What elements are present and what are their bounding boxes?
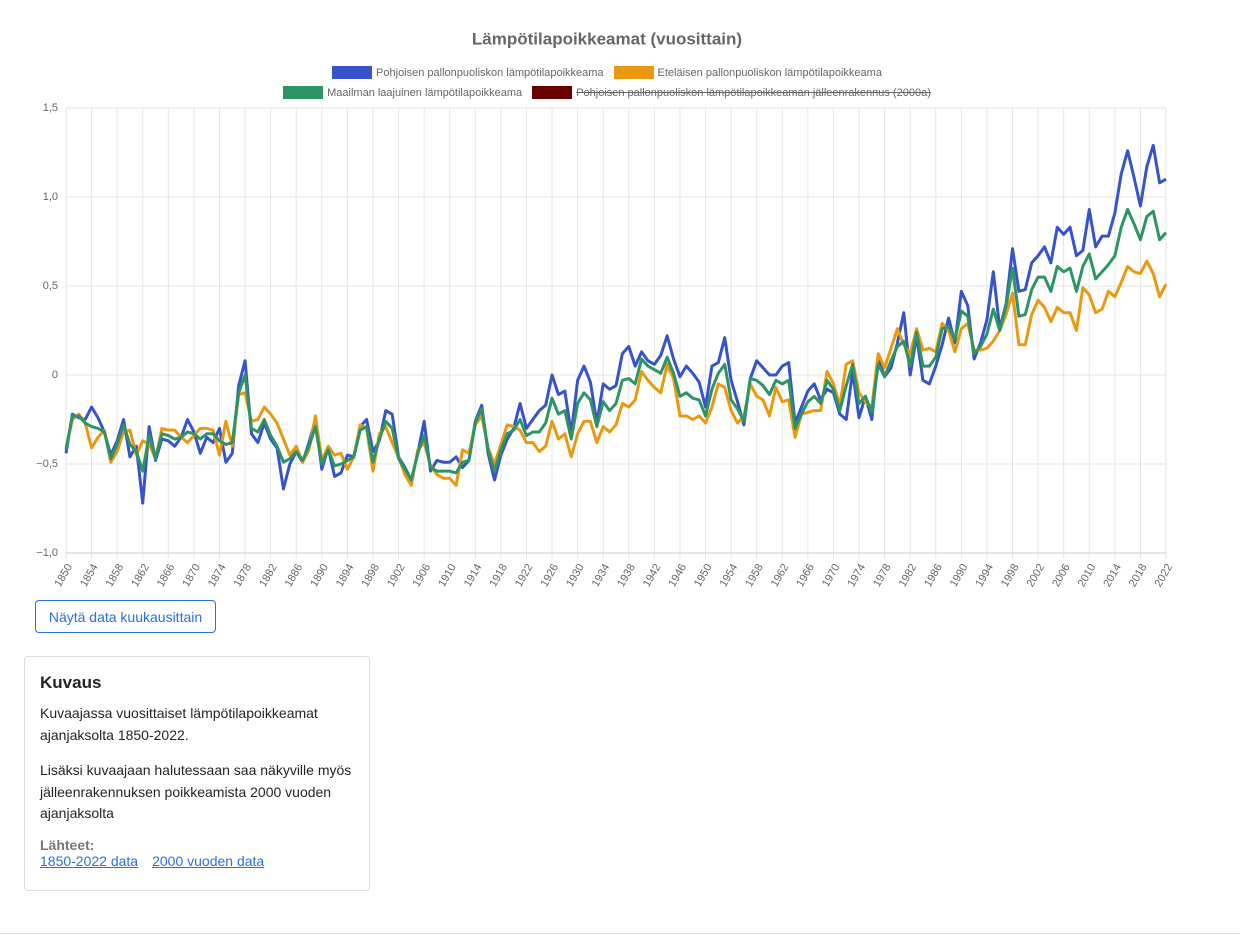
chart: Lämpötilapoikkeamat (vuosittain) −1,0 −0,… (36, 29, 1175, 589)
legend-swatch (613, 66, 654, 79)
y-tick-label: −0,5 (36, 458, 58, 470)
legend-items: Pohjoisen pallonpuoliskon lämpötilapoikk… (207, 66, 1007, 99)
x-tick-label: 1894 (334, 562, 357, 589)
x-tick-label: 1934 (590, 562, 613, 589)
x-tick-label: 1914 (462, 562, 485, 589)
sources-label: Lähteet: (40, 836, 95, 853)
legend-item[interactable]: Maailman laajuinen lämpötilapoikkeama (283, 86, 522, 99)
legend-swatch (332, 66, 373, 79)
y-tick-label: 0,5 (43, 280, 58, 292)
x-tick-label: 1966 (794, 562, 817, 589)
x-tick-label: 1878 (232, 562, 255, 589)
y-tick-label: 1,0 (43, 191, 58, 203)
legend-label: Maailman laajuinen lämpötilapoikkeama (327, 86, 523, 99)
x-tick-label: 1990 (948, 562, 971, 589)
x-tick-label: 1886 (283, 562, 306, 589)
x-tick-label: 1978 (871, 562, 894, 589)
legend: Pohjoisen pallonpuoliskon lämpötilapoikk… (0, 66, 1214, 99)
footer-line (0, 933, 1240, 934)
card-title: Kuvaus (40, 673, 102, 692)
x-tick-label: 1918 (487, 562, 510, 589)
x-tick-label: 1954 (718, 562, 741, 589)
x-tick-label: 1962 (769, 562, 792, 589)
x-tick-label: 1862 (129, 562, 152, 589)
y-tick-label: 0 (52, 369, 58, 381)
y-tick-label: 1,5 (43, 102, 58, 114)
x-tick-label: 1994 (973, 562, 996, 589)
x-tick-label: 1902 (385, 562, 408, 589)
paragraph: Kuvaajassa vuosittaiset lämpötilapoikkea… (40, 705, 318, 743)
legend-item[interactable]: Eteläisen pallonpuoliskon lämpötilapoikk… (613, 66, 882, 79)
x-tick-label: 1942 (641, 562, 664, 589)
x-tick-label: 1938 (615, 562, 638, 589)
x-tick-label: 1950 (692, 562, 715, 589)
x-tick-label: 1922 (513, 562, 536, 589)
x-tick-label: 1986 (922, 562, 945, 589)
x-tick-label: 2006 (1050, 562, 1073, 589)
x-tick-label: 1890 (308, 562, 331, 589)
x-tick-label: 1926 (539, 562, 562, 589)
source-link[interactable]: 1850-2022 data (40, 852, 139, 869)
x-tick-label: 1958 (743, 562, 766, 589)
chart-title: Lämpötilapoikkeamat (vuosittain) (472, 29, 742, 48)
x-tick-label: 1898 (359, 562, 382, 589)
x-tick-label: 1870 (180, 562, 203, 589)
x-tick-label: 1974 (846, 562, 869, 589)
x-tick-label: 2002 (1025, 562, 1048, 589)
legend-swatch (532, 86, 573, 99)
line-series (64, 207, 1168, 482)
x-tick-label: 1854 (78, 562, 101, 589)
x-tick-label: 2018 (1127, 562, 1150, 589)
x-tick-label: 1906 (411, 562, 434, 589)
x-tick-label: 2010 (1076, 562, 1099, 589)
x-tick-label: 2014 (1101, 562, 1124, 589)
x-tick-label: 1850 (52, 562, 75, 589)
x-tick-label: 1970 (820, 562, 843, 589)
legend-swatch (283, 86, 324, 99)
paragraph: Lisäksi kuvaajaan halutessaan saa näkyvi… (40, 762, 352, 821)
x-tick-label: 1874 (206, 562, 229, 589)
legend-label: Eteläisen pallonpuoliskon lämpötilapoikk… (657, 66, 882, 79)
y-tick-label: −1,0 (36, 547, 58, 559)
legend-label: Pohjoisen pallonpuoliskon lämpötilapoikk… (376, 66, 604, 79)
x-tick-label: 1930 (564, 562, 587, 589)
source-link[interactable]: 2000 vuoden data (152, 852, 265, 869)
x-tick-label: 1998 (999, 562, 1022, 589)
x-tick-label: 1910 (436, 562, 459, 589)
monthly-button[interactable]: Näytä data kuukausittain (35, 600, 216, 633)
x-tick-label: 2022 (1152, 562, 1175, 589)
x-tick-label: 1982 (897, 562, 920, 589)
legend-label: Pohjoisen pallonpuoliskon lämpötilapoikk… (576, 86, 931, 99)
legend-item[interactable]: Pohjoisen pallonpuoliskon lämpötilapoikk… (332, 66, 604, 79)
x-tick-label: 1882 (257, 562, 280, 589)
x-tick-label: 1866 (155, 562, 178, 589)
legend-item[interactable]: Pohjoisen pallonpuoliskon lämpötilapoikk… (532, 86, 931, 99)
links: 1850-2022 data 2000 vuoden data (40, 853, 354, 871)
x-tick-label: 1858 (104, 562, 127, 589)
description-card: Kuvaus Kuvaajassa vuosittaiset lämpötila… (24, 656, 370, 891)
x-tick-label: 1946 (666, 562, 689, 589)
